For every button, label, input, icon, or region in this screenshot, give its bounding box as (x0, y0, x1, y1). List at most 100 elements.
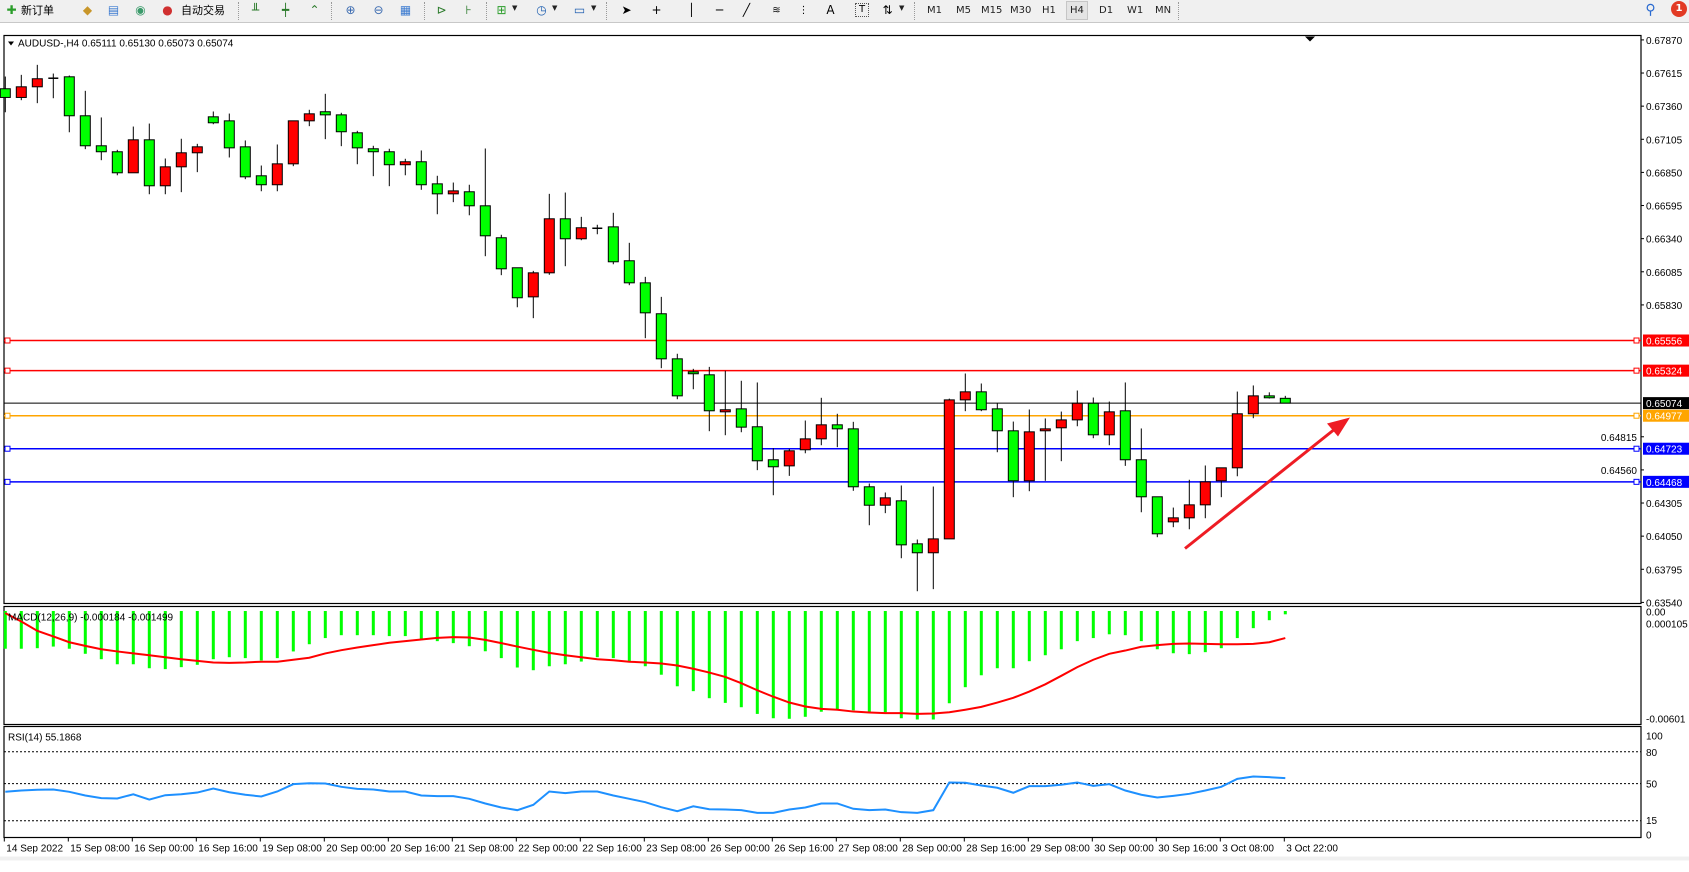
text-label-icon[interactable]: T (855, 3, 869, 17)
chevron-down-icon[interactable]: ▼ (552, 4, 558, 12)
macd-histogram-bar (1139, 611, 1143, 642)
autoscroll-icon[interactable]: ⊦ (465, 3, 472, 17)
line-handle[interactable] (4, 367, 11, 374)
candle-body (271, 163, 283, 186)
zoom-in-icon[interactable]: ⊕ (345, 3, 356, 17)
macd-histogram-bar (1123, 611, 1127, 636)
main-chart-frame (3, 34, 1642, 605)
price-label-bg (1643, 334, 1689, 347)
timeframe-m15[interactable]: M15 (981, 5, 1003, 16)
price-axis-label: 0.64560 (1601, 466, 1638, 477)
macd-histogram-bar (323, 611, 327, 639)
templates-icon[interactable]: ▭ (573, 3, 586, 17)
timeframe-w1[interactable]: W1 (1127, 5, 1144, 16)
bar-chart-icon[interactable]: ╨ (251, 3, 260, 17)
chart-shift-marker[interactable] (1305, 36, 1315, 42)
macd-histogram-bar (1283, 611, 1287, 615)
candle-body (207, 116, 219, 124)
tile-windows-icon[interactable]: ▦ (399, 3, 412, 17)
new-order-icon[interactable]: ✚ (6, 3, 17, 17)
candle-body (287, 120, 299, 165)
line-handle[interactable] (4, 445, 11, 452)
annotation-arrow-head[interactable] (1327, 417, 1350, 437)
line-handle[interactable] (4, 337, 11, 344)
search-icon[interactable]: ⚲ (1645, 2, 1656, 18)
vertical-line-icon[interactable]: │ (687, 3, 696, 17)
line-handle[interactable] (1633, 412, 1640, 419)
arrows-icon[interactable]: ⇅ (882, 3, 893, 17)
macd-histogram-bar (723, 611, 727, 703)
chart-canvas[interactable]: 0.65556 0.65324 0.64977 0.64723 0.64468 0.650… (0, 23, 1689, 872)
horizontal-line-icon[interactable]: ─ (715, 3, 724, 17)
timeframe-m30[interactable]: M30 (1010, 5, 1032, 16)
gold-icon[interactable]: ◆ (82, 3, 93, 17)
chevron-down-icon[interactable]: ▼ (512, 4, 518, 12)
macd-axis-max: 0.000105 (1646, 620, 1688, 631)
time-axis-label: 28 Sep 16:00 (966, 844, 1026, 855)
candle-body (895, 500, 907, 546)
timeframe-d1[interactable]: D1 (1099, 5, 1114, 16)
candle-body (1039, 428, 1051, 432)
auto-trading-icon[interactable]: ● (162, 3, 173, 17)
line-chart-icon[interactable]: ⌃ (309, 3, 320, 17)
fibonacci-fan-icon[interactable]: ⋮ (798, 5, 809, 16)
candle-body (543, 218, 555, 274)
candle-body (159, 166, 171, 187)
periods-icon[interactable]: ◷ (536, 3, 547, 17)
chevron-down-icon[interactable]: ▼ (899, 4, 905, 12)
macd-histogram-bar (563, 611, 567, 665)
zoom-out-icon[interactable]: ⊖ (373, 3, 384, 17)
time-axis-label: 16 Sep 16:00 (198, 844, 258, 855)
fibonacci-icon[interactable]: ≋ (772, 5, 781, 16)
collapse-triangle-icon[interactable] (8, 41, 14, 46)
toolbar: ✚ 新订单 ◆ ▤ ◉ ● 自动交易 ╨ ┿ ⌃ ⊕ ⊖ ▦ ⊳ ⊦ ⊞ ▼ ◷… (0, 0, 1689, 23)
line-handle[interactable] (1633, 478, 1640, 485)
candle-body (703, 374, 715, 412)
timeframe-m5[interactable]: M5 (956, 5, 971, 16)
macd-histogram-bar (99, 611, 103, 660)
candle-body (607, 226, 619, 263)
signals-icon[interactable]: ◉ (135, 3, 146, 17)
macd-histogram-bar (947, 611, 951, 704)
crosshair-icon[interactable]: + (651, 3, 662, 17)
macd-histogram-bar (771, 611, 775, 719)
candle-body (1231, 413, 1243, 469)
macd-histogram-bar (147, 611, 151, 669)
text-icon[interactable]: A (826, 3, 835, 17)
market-watch-icon[interactable]: ▤ (107, 3, 120, 17)
notification-badge[interactable]: 1 (1671, 1, 1687, 17)
chevron-down-icon[interactable]: ▼ (591, 4, 597, 12)
cursor-icon[interactable]: ➤ (621, 3, 632, 17)
auto-trading-button[interactable]: 自动交易 (181, 4, 225, 17)
chart-shift-icon[interactable]: ⊳ (436, 3, 447, 17)
toolbar-separator (238, 2, 240, 20)
timeframe-h1[interactable]: H1 (1042, 5, 1056, 16)
candle-body (767, 459, 779, 468)
candle-body (879, 497, 891, 506)
macd-histogram-bar (19, 611, 23, 649)
macd-histogram-bar (803, 611, 807, 717)
rsi-axis-label: 0 (1646, 831, 1652, 842)
candlestick-icon[interactable]: ┿ (281, 3, 290, 17)
new-order-button[interactable]: 新订单 (21, 4, 54, 17)
macd-histogram-bar (67, 611, 71, 649)
line-handle[interactable] (1633, 445, 1640, 452)
line-handle[interactable] (1633, 337, 1640, 344)
rsi-label: RSI(14) 55.1868 (8, 733, 82, 744)
annotation-arrow-line[interactable] (1184, 425, 1339, 550)
trendline-icon[interactable]: ╱ (742, 3, 751, 17)
candle-body (687, 371, 699, 375)
line-handle[interactable] (4, 478, 11, 485)
timeframe-m1[interactable]: M1 (927, 5, 942, 16)
line-handle[interactable] (4, 412, 11, 419)
toolbar-separator (424, 2, 426, 20)
macd-histogram-bar (979, 611, 983, 676)
candle-body (15, 86, 27, 98)
price-label-bg (1643, 364, 1689, 377)
line-handle[interactable] (1633, 367, 1640, 374)
indicators-icon[interactable]: ⊞ (496, 3, 507, 17)
timeframe-mn[interactable]: MN (1155, 5, 1172, 16)
candle-body (335, 114, 347, 133)
candle-body (735, 408, 747, 428)
timeframe-h4[interactable]: H4 (1066, 1, 1088, 20)
